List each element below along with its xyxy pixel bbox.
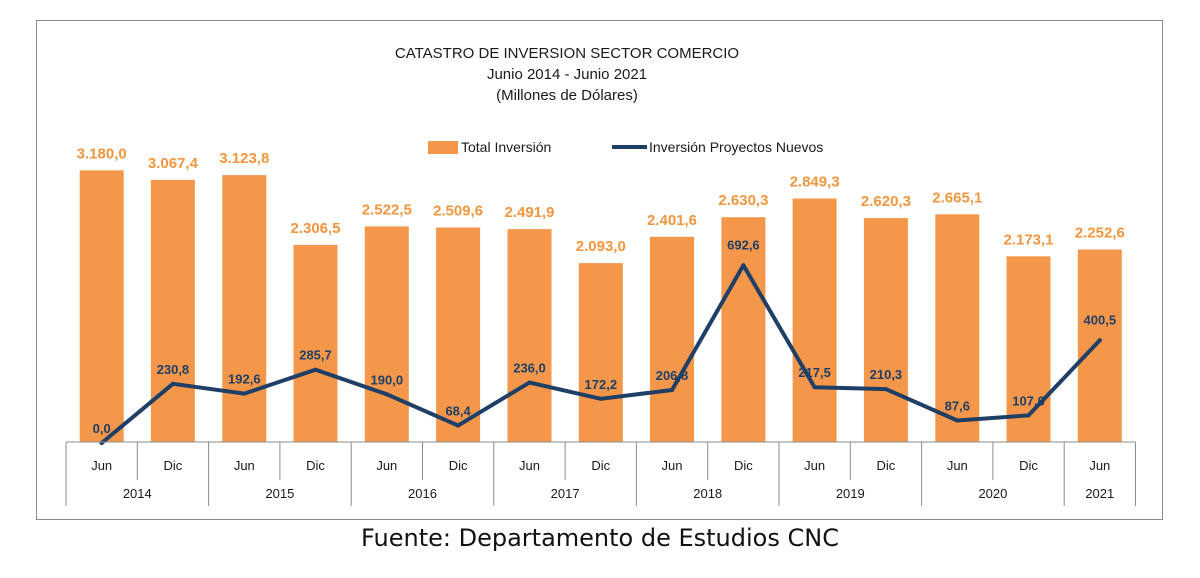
bar-total-inversion [1077,249,1122,442]
bar-total-inversion [364,226,409,442]
line-value-label: 192,6 [228,372,261,387]
legend-label-total-inversion: Total Inversión [461,139,551,155]
source-note: Fuente: Departamento de Estudios CNC [361,524,839,552]
line-point [598,396,603,401]
bar-total-inversion [293,244,338,442]
category-tick-label: Jun [234,458,255,473]
line-point [955,418,960,423]
chart-title: CATASTRO DE INVERSION SECTOR COMERCIO [395,45,739,62]
line-value-label: 68,4 [445,404,471,419]
bar-value-label: 3.180,0 [77,145,127,162]
year-group-label: 2017 [551,486,580,501]
bar-total-inversion [578,263,623,442]
line-point [812,385,817,390]
category-tick-label: Jun [376,458,397,473]
bar-value-label: 2.522,5 [362,201,412,218]
bar-total-inversion [650,236,694,442]
category-tick-label: Dic [591,458,610,473]
category-tick-label: Dic [306,458,325,473]
year-group-label: 2015 [265,486,294,501]
line-value-label: 400,5 [1084,312,1117,327]
line-point [1097,338,1102,343]
line-point [1026,413,1031,418]
line-value-label: 87,6 [945,399,970,414]
line-point [313,367,318,372]
bar-total-inversion [1006,256,1051,442]
bar-value-label: 2.630,3 [718,192,768,209]
bars-layer: 3.180,0 3.067,4 3.123,8 2.306,5 2.522,5 2.509… [77,145,1125,443]
chart-subtitle-line-2: (Millones de Dólares) [496,87,638,104]
line-point [384,392,389,397]
legend: Total Inversión Inversión Proyectos Nuev… [428,139,823,155]
chart-subtitle-line-1: Junio 2014 - Junio 2021 [487,66,647,83]
legend-swatch-total-inversion [428,141,458,154]
category-tick-label: Jun [519,458,540,473]
bar-total-inversion [721,217,766,442]
bar-value-label: 2.491,9 [504,204,554,221]
bar-value-label: 3.123,8 [219,150,269,167]
category-tick-label: Dic [1019,458,1038,473]
line-point [883,387,888,392]
category-tick-label: Jun [947,458,968,473]
bar-value-label: 2.306,5 [290,220,340,237]
line-value-label: 217,5 [798,365,831,380]
line-point [670,388,674,392]
line-value-label: 285,7 [299,348,332,363]
bar-total-inversion [863,218,908,442]
category-tick-label: Dic [164,458,183,473]
year-group-label: 2014 [123,486,152,501]
bar-value-label: 3.067,4 [148,155,199,172]
category-axis: Jun Dic Jun Dic Jun Dic Jun Dic Jun Dic Jun Dic Jun D… [65,441,1136,506]
chart-title-block: CATASTRO DE INVERSION SECTOR COMERCIO Ju… [395,45,739,104]
year-group-label: 2019 [836,486,865,501]
line-value-label: 0,0 [93,421,111,436]
line-point [242,391,247,396]
year-group-label: 2021 [1085,486,1114,501]
bar-total-inversion [507,229,552,442]
line-point [456,423,461,428]
bar-value-label: 2.620,3 [861,193,911,210]
year-group-label: 2016 [408,486,437,501]
line-point [741,263,746,268]
bar-value-label: 2.509,6 [433,203,483,220]
line-value-label: 190,0 [371,372,404,387]
bar-value-label: 2.849,3 [790,174,840,191]
category-tick-label: Jun [804,458,825,473]
category-tick-label: Jun [1089,458,1110,473]
category-tick-label: Dic [449,458,468,473]
bar-value-label: 2.665,1 [932,189,982,206]
bar-total-inversion [150,179,195,442]
line-layer: 0,0 230,8 192,6 285,7 190,0 68,4 236,0 172,2 206… [93,237,1116,445]
line-value-label: 206,8 [656,368,689,383]
bar-total-inversion [792,198,837,442]
bar-total-inversion [935,214,980,442]
bar-value-label: 2.093,0 [576,238,626,255]
year-group-label: 2020 [978,486,1007,501]
category-tick-label: Jun [662,458,683,473]
category-tick-label: Jun [91,458,112,473]
line-value-label: 172,2 [585,377,618,392]
category-tick-label: Dic [734,458,753,473]
line-value-label: 236,0 [513,361,546,376]
line-value-label: 107,6 [1012,393,1045,408]
bar-value-label: 2.401,6 [647,212,697,229]
bar-total-inversion [222,175,267,442]
line-point [170,381,175,386]
year-group-label: 2018 [693,486,722,501]
bar-total-inversion [436,227,481,442]
line-value-label: 230,8 [157,362,190,377]
bar-value-label: 2.173,1 [1003,231,1053,248]
line-point [527,380,532,385]
bar-value-label: 2.252,6 [1075,225,1125,242]
category-tick-label: Dic [877,458,896,473]
line-value-label: 692,6 [727,237,760,252]
legend-label-proyectos-nuevos: Inversión Proyectos Nuevos [649,139,823,155]
line-value-label: 210,3 [870,367,903,382]
bar-total-inversion [79,170,124,443]
